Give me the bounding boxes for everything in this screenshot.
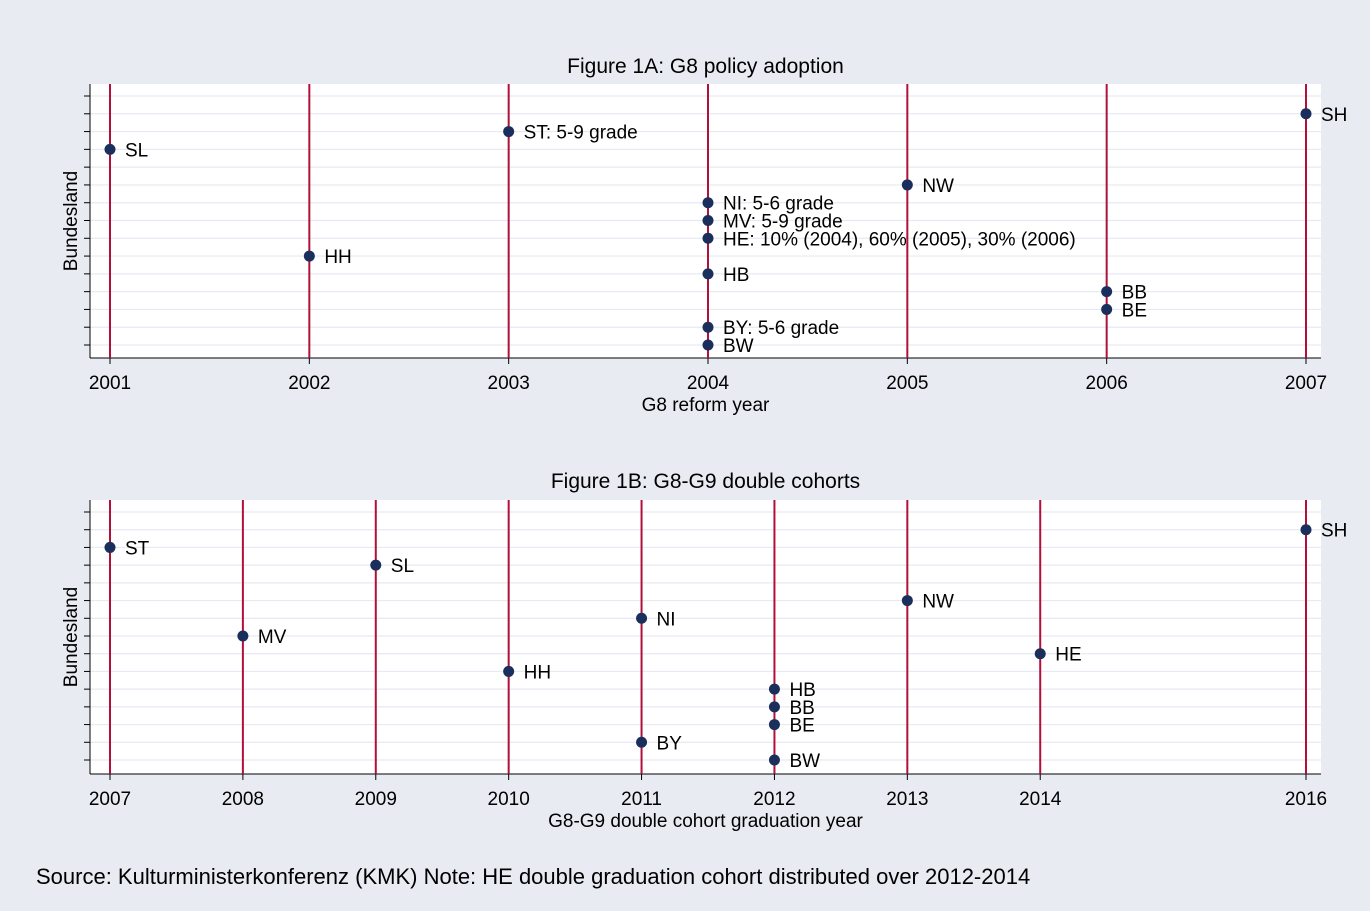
point-label: BW [789, 751, 820, 772]
x-tick-label: 2010 [488, 789, 530, 810]
data-point-he [702, 232, 714, 244]
point-label: NI [657, 609, 676, 630]
point-label: HB [723, 265, 749, 286]
x-tick-label: 2001 [89, 373, 131, 394]
point-label: MV [258, 627, 287, 648]
x-axis-label: G8 reform year [642, 395, 770, 416]
x-tick-label: 2013 [886, 789, 928, 810]
point-label: SL [125, 140, 148, 161]
y-axis-label: Bundesland [61, 587, 82, 687]
data-point-hh [503, 665, 515, 677]
data-point-bb [1101, 286, 1113, 298]
data-point-bw [702, 339, 714, 351]
point-label: NW [922, 176, 954, 197]
chart-title: Figure 1B: G8-G9 double cohorts [551, 470, 860, 493]
panel-figure-1a: 2001 2002 2003 2004 2005 2006 2007 Figure 1A: G… [61, 55, 1347, 416]
data-point-sl [370, 559, 382, 571]
x-tick-label: 2006 [1086, 373, 1128, 394]
point-label: HE: 10% (2004), 60% (2005), 30% (2006) [723, 229, 1076, 250]
point-label: SL [391, 556, 414, 577]
point-label: HB [789, 680, 815, 701]
x-tick-label: 2002 [288, 373, 330, 394]
point-label: HH [324, 247, 351, 268]
point-label: BB [1122, 283, 1147, 304]
point-label: BY [657, 733, 683, 754]
panel-figure-1b: 2007 2008 2009 2010 2011 2012 2013 2014 2016 Figu… [61, 470, 1347, 832]
point-label: BW [723, 336, 754, 357]
y-axis-label: Bundesland [61, 171, 82, 271]
data-point-sh [1300, 524, 1312, 536]
point-label: ST [125, 538, 150, 559]
point-label: NW [922, 592, 954, 613]
data-point-ni [636, 612, 648, 624]
x-tick-label: 2003 [488, 373, 530, 394]
point-label: HH [524, 662, 551, 683]
data-point-st [503, 126, 515, 138]
data-point-be [1101, 303, 1113, 315]
point-label: ST: 5-9 grade [524, 123, 638, 144]
data-point-nw [901, 595, 913, 607]
plot-area [90, 500, 1321, 774]
data-point-mv [702, 215, 714, 226]
point-label: SH [1321, 521, 1347, 542]
x-tick-label: 2009 [355, 789, 397, 810]
data-point-by [702, 321, 714, 333]
point-label: HE [1055, 645, 1081, 666]
x-tick-label: 2004 [687, 373, 730, 394]
data-point-be [768, 719, 780, 731]
x-tick-label: 2007 [1285, 373, 1327, 394]
point-label: MV: 5-9 grade [723, 212, 843, 233]
data-point-by [636, 736, 648, 748]
point-label: NI: 5-6 grade [723, 194, 834, 215]
data-point-bw [768, 754, 780, 766]
point-label: BB [789, 698, 814, 719]
point-label: BE [789, 716, 814, 737]
point-label: BY: 5-6 grade [723, 318, 839, 339]
x-tick-label: 2012 [753, 789, 795, 810]
chart-title: Figure 1A: G8 policy adoption [567, 55, 844, 78]
x-tick-label: 2011 [621, 789, 662, 810]
x-tick-label: 2005 [886, 373, 928, 394]
data-point-sl [104, 143, 116, 155]
data-point-bb [768, 701, 780, 713]
data-point-nw [901, 179, 913, 191]
point-label: SH [1321, 105, 1347, 126]
x-tick-label: 2016 [1285, 789, 1327, 810]
data-point-hb [768, 683, 780, 695]
x-axis-label: G8-G9 double cohort graduation year [548, 811, 863, 832]
point-label: BE [1122, 300, 1147, 321]
data-point-st [104, 541, 116, 553]
data-point-he [1034, 648, 1046, 660]
x-tick-label: 2008 [222, 789, 264, 810]
data-point-hb [702, 268, 714, 280]
data-point-hh [303, 250, 315, 262]
data-point-mv [237, 630, 249, 642]
x-tick-label: 2007 [89, 789, 131, 810]
footer-note: Source: Kulturministerkonferenz (KMK) No… [36, 864, 1030, 889]
data-point-ni [702, 197, 714, 209]
data-point-sh [1300, 108, 1312, 120]
x-tick-label: 2014 [1019, 789, 1062, 810]
